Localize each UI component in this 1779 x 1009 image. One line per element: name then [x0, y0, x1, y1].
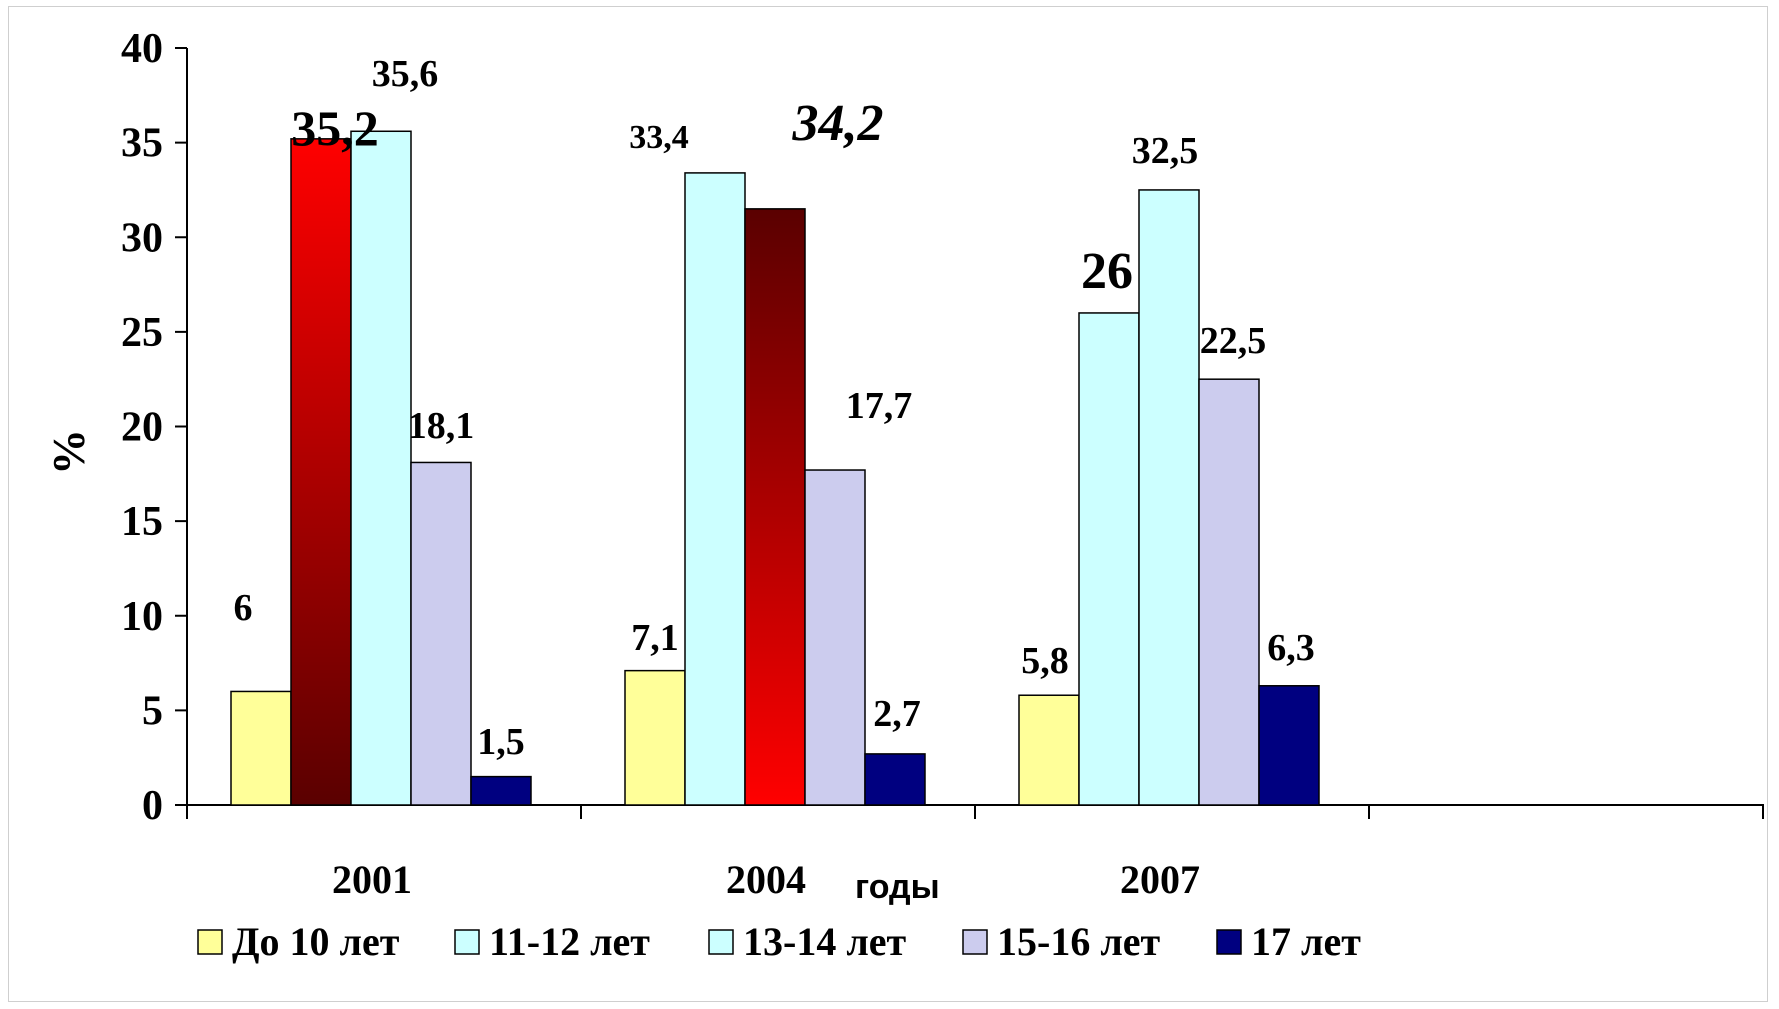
bar [230, 690, 292, 806]
bar [1078, 312, 1140, 806]
bar [684, 172, 746, 806]
chart-frame [8, 6, 1768, 1002]
y-tick-label: 25 [121, 310, 163, 356]
legend: До 10 лет 11-12 лет 13-14 лет 15-16 лет 17 л… [197, 919, 1361, 964]
legend-label: 11-12 лет [489, 919, 650, 964]
data-label: 22,5 [1200, 320, 1267, 362]
legend-swatch [962, 929, 988, 955]
x-tick-label: 2004 [726, 857, 806, 902]
data-label: 6,3 [1267, 627, 1315, 669]
bar [744, 208, 806, 806]
bar [1258, 685, 1320, 806]
bar [350, 130, 412, 806]
x-tick-label: 2007 [1120, 857, 1200, 902]
legend-swatch [708, 929, 734, 955]
y-axis-label: % [43, 429, 94, 475]
data-label: 2,7 [873, 693, 921, 735]
data-label: 5,8 [1021, 640, 1069, 682]
y-tick-label: 30 [121, 215, 163, 261]
data-label: 33,4 [629, 119, 689, 156]
y-tick-label: 5 [142, 688, 163, 734]
bar [470, 775, 532, 806]
bar [410, 461, 472, 806]
bar [1198, 378, 1260, 806]
x-tick-label: 2001 [332, 857, 412, 902]
y-tick-label: 40 [121, 26, 163, 72]
data-label: 35,2 [291, 100, 379, 156]
axes: 0 5 10 15 20 25 30 35 40 2001 2004 2007 [121, 26, 1764, 902]
legend-swatch [197, 929, 223, 955]
legend-label: 13-14 лет [743, 919, 907, 964]
data-label: 35,6 [372, 53, 439, 95]
data-labels: 6 35,2 35,6 18,1 1,5 7,1 33,4 34,2 17,7 2,7 5,8 26 3… [234, 53, 1315, 763]
legend-label: До 10 лет [232, 919, 400, 964]
legend-swatch [1216, 929, 1242, 955]
data-label: 1,5 [477, 721, 525, 763]
bars [230, 130, 1320, 806]
y-tick-label: 10 [121, 594, 163, 640]
data-label: 6 [234, 587, 253, 629]
y-tick-label: 0 [142, 783, 163, 829]
data-label: 17,7 [846, 385, 913, 427]
data-label: 34,2 [792, 95, 884, 152]
data-label: 7,1 [631, 617, 679, 659]
data-label: 18,1 [408, 405, 475, 447]
y-tick-label: 20 [121, 405, 163, 451]
bar [290, 138, 352, 806]
legend-swatch [454, 929, 480, 955]
y-tick-label: 35 [121, 121, 163, 167]
y-tick-label: 15 [121, 499, 163, 545]
bar [624, 669, 686, 806]
data-label: 26 [1081, 243, 1133, 300]
bar [864, 753, 926, 806]
bar [804, 469, 866, 806]
bar [1018, 694, 1080, 806]
data-label: 32,5 [1132, 130, 1199, 172]
legend-label: 17 лет [1251, 919, 1361, 964]
legend-label: 15-16 лет [997, 919, 1161, 964]
x-axis-label: годы [855, 868, 940, 906]
bar [1138, 189, 1200, 806]
